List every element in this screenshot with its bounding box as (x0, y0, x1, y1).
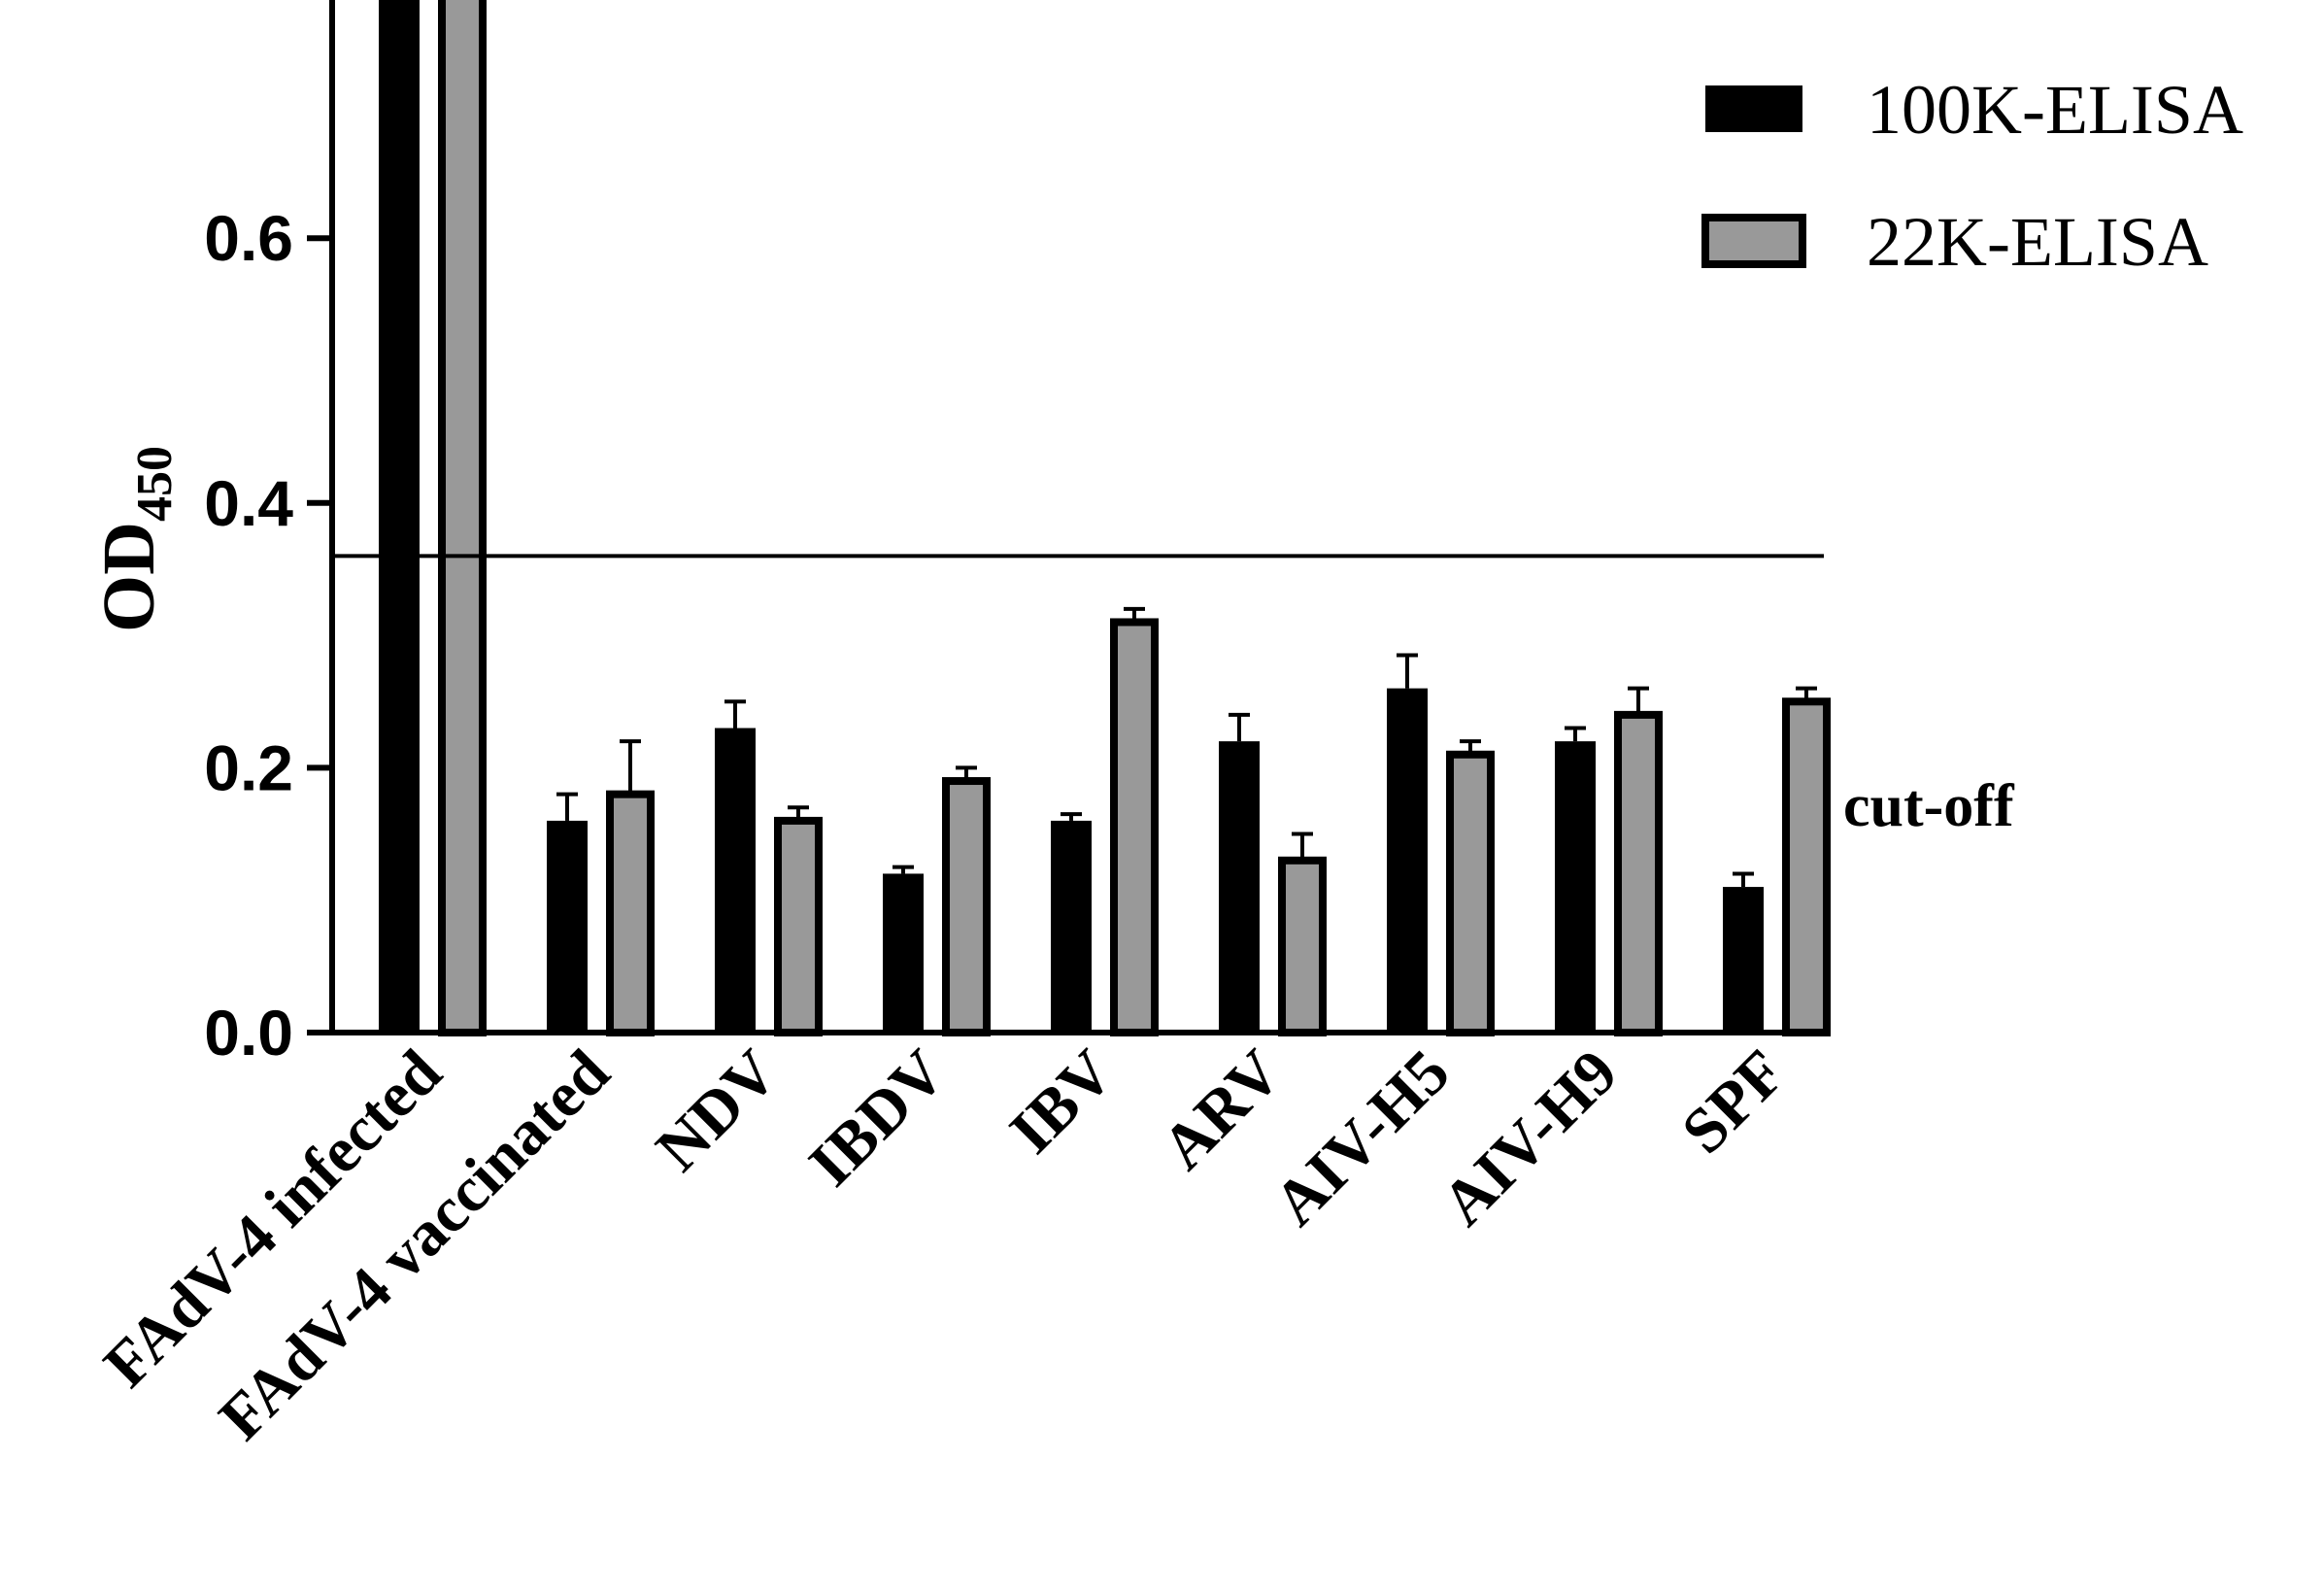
bar (1051, 820, 1092, 1033)
bar (715, 728, 756, 1033)
legend-swatch (1705, 85, 1802, 132)
bar (438, 0, 487, 1036)
bar (883, 873, 924, 1033)
bar (1614, 710, 1663, 1036)
legend-label: 22K-ELISA (1867, 203, 2208, 281)
bar (1387, 688, 1428, 1033)
bar (1446, 750, 1495, 1037)
y-tick-label: 0.6 (204, 202, 293, 274)
cutoff-label: cut-off (1843, 773, 2015, 839)
bar (1219, 741, 1260, 1033)
bar (774, 816, 823, 1036)
legend-label: 100K-ELISA (1867, 71, 2243, 149)
bar (1110, 618, 1159, 1036)
cutoff-line-group: cut-off (332, 554, 2015, 839)
y-tick-label: 0.8 (204, 0, 293, 10)
x-tick-label: IBV (996, 1036, 1128, 1168)
x-tick-label: IBDV (795, 1036, 959, 1200)
bars (379, 0, 1831, 1037)
bar (942, 777, 991, 1037)
legend-swatch (1701, 214, 1806, 268)
x-tick-label: ARV (1149, 1036, 1296, 1183)
bar (1555, 741, 1596, 1033)
y-tick-label: 0.0 (204, 997, 293, 1069)
y-tick-label: 0.2 (204, 731, 293, 803)
bar (1723, 887, 1764, 1033)
bar (1278, 856, 1327, 1036)
y-tick-label: 0.4 (204, 467, 293, 539)
x-tick-label: NDV (643, 1036, 792, 1185)
y-axis-label: OD (88, 522, 170, 632)
x-tick-label: AIV-H9 (1429, 1036, 1632, 1239)
y-axis-label-subscript: 450 (127, 446, 183, 522)
bar (379, 0, 420, 1033)
legend: 100K-ELISA 22K-ELISA (1701, 71, 2243, 281)
bar (1782, 697, 1831, 1036)
x-tick-label: AIV-H5 (1261, 1036, 1464, 1239)
y-axis-title: OD450 (88, 446, 183, 632)
y-axis: 0.00.20.40.60.81.01.21.4 (204, 0, 335, 1069)
bar (606, 790, 655, 1036)
svg-text:OD450: OD450 (88, 446, 183, 632)
bar (547, 820, 588, 1033)
x-tick-label: SPF (1668, 1036, 1800, 1168)
